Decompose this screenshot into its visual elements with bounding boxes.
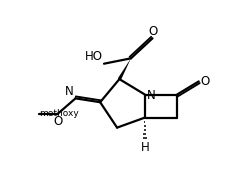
Polygon shape [118, 58, 131, 80]
Text: O: O [148, 25, 157, 38]
Text: methoxy: methoxy [39, 109, 79, 118]
Text: O: O [53, 114, 62, 127]
Text: N: N [147, 89, 156, 102]
Text: N: N [65, 85, 74, 98]
Text: O: O [200, 75, 210, 88]
Text: HO: HO [84, 50, 102, 63]
Text: H: H [140, 141, 149, 154]
